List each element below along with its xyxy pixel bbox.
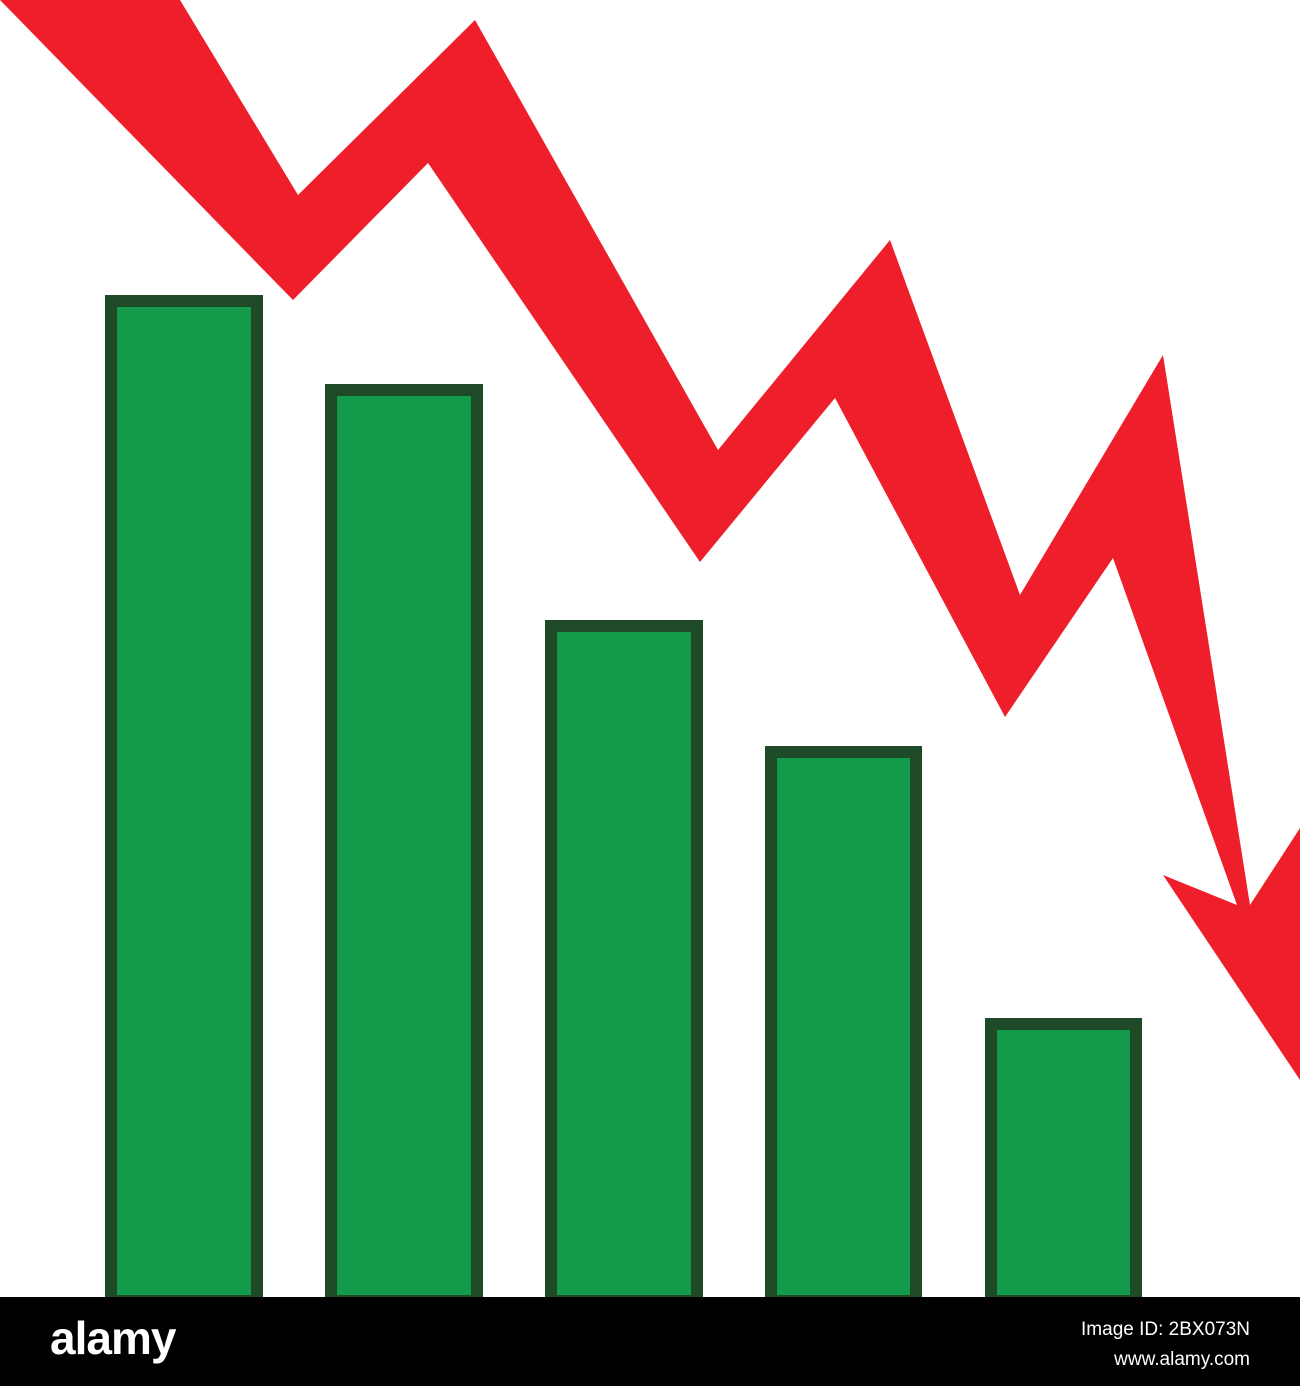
alamy-logo: alamy: [50, 1312, 176, 1364]
bar-3: [545, 620, 703, 1297]
image-id: Image ID: 2BX073N: [1081, 1319, 1250, 1340]
site-url: www.alamy.com: [1114, 1349, 1250, 1370]
bar-5: [985, 1018, 1142, 1297]
image-meta: Image ID: 2BX073N www.alamy.com: [1081, 1315, 1250, 1375]
bars: [105, 295, 1142, 1297]
downward-trend-arrow-icon: [0, 0, 1300, 1080]
bar-2: [325, 384, 483, 1297]
declining-bar-chart-illustration: [0, 0, 1300, 1297]
bar-1: [105, 295, 263, 1297]
bar-4: [765, 746, 922, 1297]
watermark-footer: alamy Image ID: 2BX073N www.alamy.com: [0, 1297, 1300, 1386]
